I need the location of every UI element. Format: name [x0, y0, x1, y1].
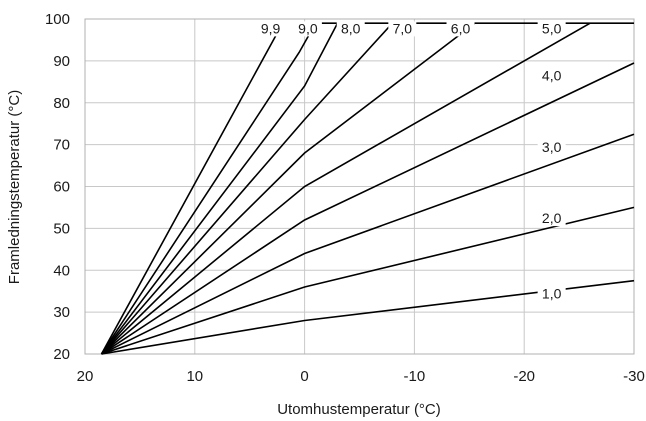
curve-labels: 1,0 2,0 3,0 4,0 5,0 6,0 7,0 8,0 9,0 9,9	[256, 20, 566, 302]
x-axis-label: Utomhustemperatur (°C)	[277, 401, 441, 418]
curve-label-bg	[293, 21, 322, 37]
curve-label-bg	[537, 286, 566, 302]
y-tick-label: 30	[53, 304, 70, 321]
curve-label-bg	[336, 21, 365, 37]
curve-line	[100, 22, 317, 355]
y-tick-label: 60	[53, 179, 70, 196]
curve-label-bg	[388, 21, 417, 37]
curve-label: 8,0	[341, 20, 361, 36]
curve-line	[101, 279, 635, 355]
x-tick-label: 10	[186, 368, 203, 385]
curve-label: 1,0	[542, 285, 562, 301]
curve-label-bg	[256, 21, 285, 37]
y-tick-label: 20	[53, 346, 70, 363]
curve-line	[100, 22, 284, 355]
curve-label-bg	[446, 21, 475, 37]
plot-frame	[84, 18, 635, 355]
curve-label: 9,0	[298, 20, 318, 36]
curve-label: 4,0	[542, 68, 562, 84]
x-tick-label: -20	[513, 368, 535, 385]
curve-label: 9,9	[261, 20, 281, 36]
y-axis-label: Framledningstemperatur (°C)	[6, 90, 23, 284]
curve-label: 5,0	[542, 20, 562, 36]
x-tick-label: -30	[623, 368, 645, 385]
curve-line	[101, 133, 635, 355]
y-tick-label: 70	[53, 137, 70, 154]
curve-line	[100, 22, 339, 355]
x-tick-label: 20	[77, 368, 94, 385]
x-tick-label: -10	[404, 368, 426, 385]
curve-label: 6,0	[451, 20, 471, 36]
curve-label-bg	[537, 21, 566, 37]
y-tick-label: 80	[53, 95, 70, 112]
curve-line	[100, 22, 591, 355]
curve-line	[101, 206, 635, 355]
curve-label-bg	[537, 68, 566, 84]
y-tick-label: 50	[53, 220, 70, 237]
curve-label: 3,0	[542, 139, 562, 155]
curve-line	[101, 62, 635, 355]
curve-label-bg	[537, 139, 566, 155]
y-tick-label: 100	[45, 11, 70, 28]
curve-label-bg	[537, 211, 566, 227]
y-tick-label: 40	[53, 262, 70, 279]
curve-label: 2,0	[542, 210, 562, 226]
grid	[84, 18, 635, 355]
curve-line	[100, 22, 476, 355]
curve-label: 7,0	[393, 20, 413, 36]
curve-line	[100, 22, 393, 355]
x-tick-label: 0	[300, 368, 308, 385]
y-tick-label: 90	[53, 53, 70, 70]
